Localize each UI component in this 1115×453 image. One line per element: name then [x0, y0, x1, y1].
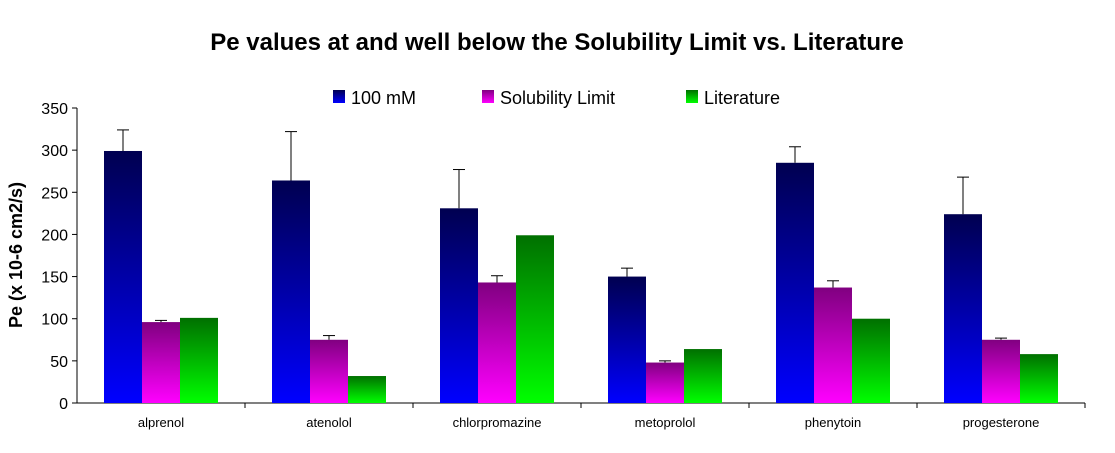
bar: [852, 318, 890, 403]
y-tick-label: 100: [41, 312, 68, 329]
bar: [310, 339, 348, 403]
legend-label: Solubility Limit: [500, 88, 615, 108]
y-tick-label: 0: [59, 396, 68, 413]
bar: [1020, 354, 1058, 403]
bar: [814, 287, 852, 403]
legend-swatch: [333, 90, 345, 103]
bar: [180, 317, 218, 403]
bar: [944, 214, 982, 403]
y-tick-label: 250: [41, 185, 68, 202]
bar: [440, 208, 478, 403]
bar: [104, 150, 142, 403]
bar: [646, 362, 684, 403]
bar: [142, 322, 180, 403]
legend-swatch: [482, 90, 494, 103]
x-tick-label: metoprolol: [635, 415, 696, 430]
x-tick-label: progesterone: [963, 415, 1040, 430]
legend: 100 mM Solubility Limit Literature: [333, 88, 780, 108]
x-tick-label: atenolol: [306, 415, 352, 430]
bar: [516, 235, 554, 403]
bar: [776, 162, 814, 403]
x-tick-label: phenytoin: [805, 415, 861, 430]
bar: [478, 282, 516, 403]
bar: [982, 339, 1020, 403]
legend-label: 100 mM: [351, 88, 416, 108]
y-axis-label: Pe (x 10-6 cm2/s): [6, 182, 26, 328]
x-tick-label: chlorpromazine: [453, 415, 542, 430]
y-tick-label: 300: [41, 143, 68, 160]
bar: [684, 349, 722, 403]
y-tick-label: 150: [41, 270, 68, 287]
bar: [348, 376, 386, 403]
y-tick-label: 200: [41, 227, 68, 244]
bar: [272, 180, 310, 403]
chart-title: Pe values at and well below the Solubili…: [210, 29, 904, 56]
legend-swatch: [686, 90, 698, 103]
y-tick-label: 350: [41, 101, 68, 118]
legend-label: Literature: [704, 88, 780, 108]
bar: [608, 276, 646, 403]
x-tick-label: alprenol: [138, 415, 184, 430]
y-tick-label: 50: [50, 354, 68, 371]
plot-area: 0 50 100 150 200 250 300 350 alprenol atenolol chl…: [41, 101, 1086, 430]
